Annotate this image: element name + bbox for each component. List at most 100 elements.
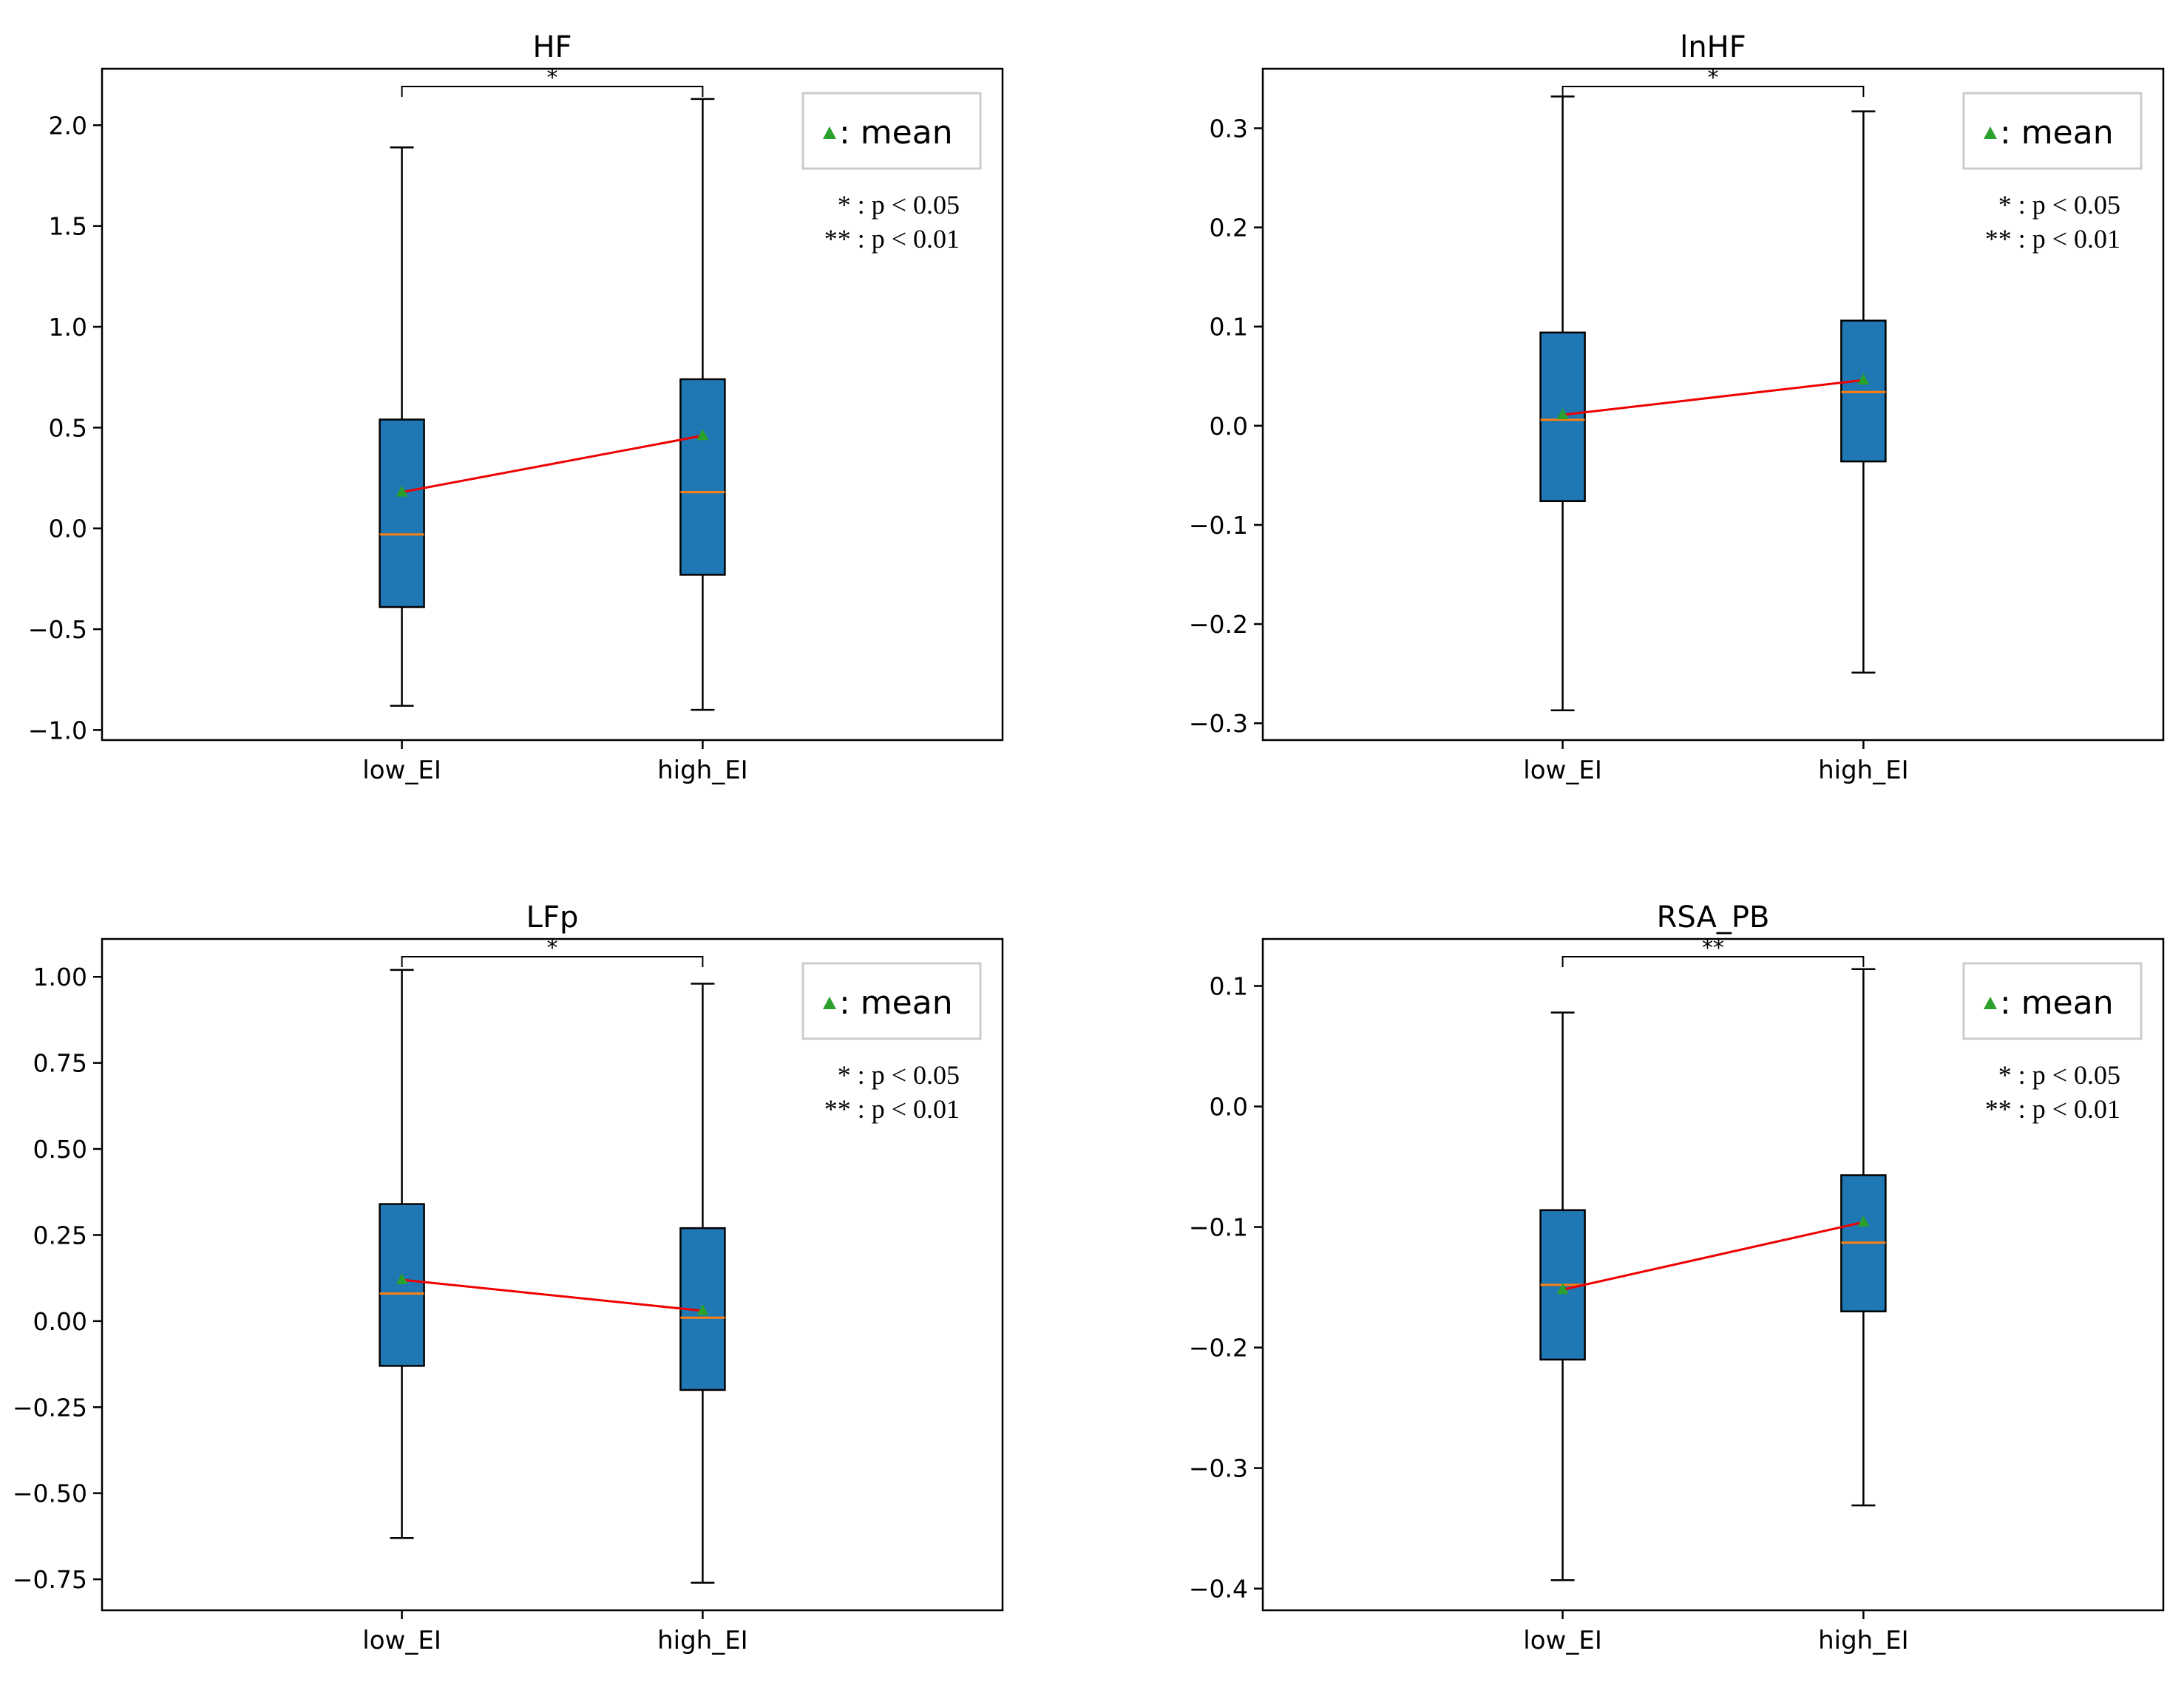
mean-marker xyxy=(1556,1283,1569,1295)
y-tick-label: −0.2 xyxy=(1189,1334,1248,1363)
chart-title: RSA_PB xyxy=(1657,901,1770,935)
chart-panel-lfp: LFp −0.75 −0.50 −0.25 0.00 0.25 0.50 0.75 1.00 lo… xyxy=(13,901,1004,1655)
y-tick-label: 0.0 xyxy=(1210,412,1248,441)
mean-trend-line xyxy=(1562,1221,1864,1291)
y-tick-label: −0.3 xyxy=(1189,709,1248,738)
box-high-ei xyxy=(1840,110,1887,674)
box-low-ei xyxy=(1539,1011,1586,1581)
legend-mean-icon xyxy=(823,126,836,139)
chart-title: lnHF xyxy=(1680,30,1746,64)
legend: : mean xyxy=(801,92,982,170)
chart-title: HF xyxy=(532,30,572,64)
y-tick-label: −0.1 xyxy=(1189,1213,1248,1242)
p-value-note: ** : p < 0.01 xyxy=(824,224,960,254)
p-value-note: ** : p < 0.01 xyxy=(1985,1094,2120,1124)
mean-trend-line xyxy=(401,1278,703,1312)
y-tick-label: 0.00 xyxy=(33,1307,87,1336)
significance-marker: * xyxy=(547,935,558,961)
p-value-note: * : p < 0.05 xyxy=(838,1060,960,1090)
legend-label: : mean xyxy=(839,114,953,152)
y-tick-label: 0.1 xyxy=(1210,313,1248,342)
box-body xyxy=(379,1203,425,1367)
box-high-ei xyxy=(679,98,726,711)
y-tick-label: 0.50 xyxy=(33,1135,87,1164)
y-tick-label: −1.0 xyxy=(28,716,87,745)
legend-mean-icon xyxy=(823,997,836,1009)
p-value-note: ** : p < 0.01 xyxy=(824,1094,960,1124)
y-tick-label: −0.5 xyxy=(28,615,87,644)
box-body xyxy=(379,418,425,608)
y-tick-label: −0.75 xyxy=(13,1565,87,1594)
mean-marker xyxy=(1857,1215,1870,1227)
y-tick-label: 0.0 xyxy=(1210,1093,1248,1122)
y-tick-label: 0.75 xyxy=(33,1049,87,1078)
mean-trend-line xyxy=(401,434,703,494)
p-value-note: * : p < 0.05 xyxy=(1998,1060,2120,1090)
chart-panel-hf: HF −1.0 −0.5 0.0 0.5 1.0 1.5 2.0 low_EI high_EI *:… xyxy=(28,30,1004,785)
legend-frame xyxy=(1962,962,2143,1040)
mean-marker xyxy=(396,1272,408,1284)
y-tick-label: 0.25 xyxy=(33,1221,87,1249)
significance-bracket xyxy=(401,956,704,967)
mean-marker xyxy=(696,429,709,441)
y-tick-label: −0.2 xyxy=(1189,610,1248,639)
box-high-ei xyxy=(679,983,726,1584)
plot-frame xyxy=(1261,67,2165,742)
p-value-note: * : p < 0.05 xyxy=(838,190,960,220)
significance-marker: * xyxy=(547,65,558,91)
x-tick-label: low_EI xyxy=(362,1626,441,1655)
chart-panel-lnhf: lnHF −0.3 −0.2 −0.1 0.0 0.1 0.2 0.3 low_EI high_E… xyxy=(1189,30,2165,785)
legend-mean-icon xyxy=(1984,126,1997,139)
significance-bracket xyxy=(1561,86,1865,97)
plot-frame xyxy=(101,67,1004,742)
plot-frame xyxy=(101,937,1004,1612)
legend-mean-icon xyxy=(1984,997,1997,1009)
legend-frame xyxy=(801,92,982,170)
y-tick-label: −0.25 xyxy=(13,1393,87,1422)
chart-title: LFp xyxy=(526,901,579,935)
legend-label: : mean xyxy=(2000,114,2114,152)
y-tick-label: 0.0 xyxy=(49,515,87,543)
y-tick-label: 0.3 xyxy=(1210,114,1248,143)
x-tick-label: low_EI xyxy=(362,756,441,785)
y-tick-label: 1.00 xyxy=(33,963,87,991)
mean-marker xyxy=(396,485,408,497)
y-tick-label: −0.1 xyxy=(1189,511,1248,540)
y-tick-label: 2.0 xyxy=(49,111,87,140)
legend-frame xyxy=(1962,92,2143,170)
y-tick-label: 1.5 xyxy=(49,212,87,241)
significance-marker: * xyxy=(1708,65,1719,91)
p-value-note: ** : p < 0.01 xyxy=(1985,224,2120,254)
box-low-ei xyxy=(1539,95,1586,712)
legend-frame xyxy=(801,962,982,1040)
box-low-ei xyxy=(379,146,425,707)
x-tick-label: low_EI xyxy=(1523,756,1602,785)
y-tick-label: 0.5 xyxy=(49,413,87,442)
mean-trend-line xyxy=(1562,379,1864,416)
mean-marker xyxy=(1857,373,1870,385)
legend-label: : mean xyxy=(2000,984,2114,1022)
y-tick-label: 0.2 xyxy=(1210,214,1248,243)
mean-marker xyxy=(696,1303,709,1315)
y-tick-label: 0.1 xyxy=(1210,972,1248,1001)
box-body xyxy=(679,378,726,576)
y-tick-label: 1.0 xyxy=(49,313,87,342)
x-tick-label: high_EI xyxy=(657,756,748,785)
significance-bracket xyxy=(1561,956,1865,967)
significance-bracket xyxy=(401,86,704,97)
x-tick-label: high_EI xyxy=(657,1626,748,1655)
legend: : mean xyxy=(1962,92,2143,170)
mean-marker xyxy=(1556,408,1569,420)
box-low-ei xyxy=(379,969,425,1539)
x-tick-label: high_EI xyxy=(1818,1626,1909,1655)
legend: : mean xyxy=(1962,962,2143,1040)
y-tick-label: −0.50 xyxy=(13,1479,87,1508)
legend-label: : mean xyxy=(839,984,953,1022)
x-tick-label: low_EI xyxy=(1523,1626,1602,1655)
legend: : mean xyxy=(801,962,982,1040)
plot-frame xyxy=(1261,937,2165,1612)
box-high-ei xyxy=(1840,968,1887,1507)
chart-panel-rsa-pb: RSA_PB −0.4 −0.3 −0.2 −0.1 0.0 0.1 low_EI high_E… xyxy=(1189,901,2165,1655)
